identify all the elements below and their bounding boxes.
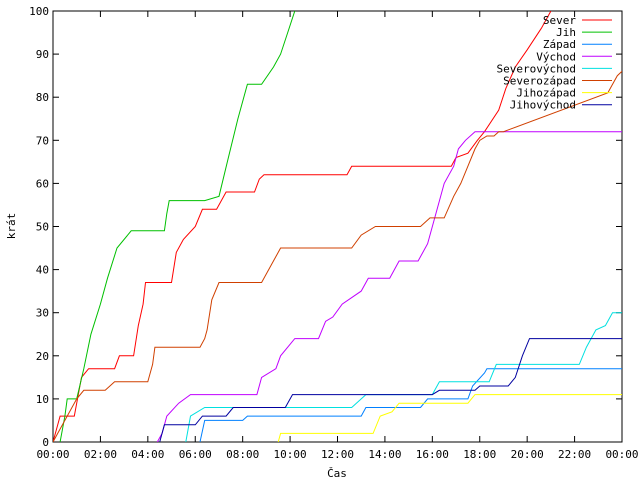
x-axis: 00:00 02:00 04:00 06:00 08:00 10:00 12:00 14:00… xyxy=(36,11,639,461)
x-tick-label: 04:00 xyxy=(131,448,164,461)
x-tick-label: 14:00 xyxy=(368,448,401,461)
y-axis-title: krát xyxy=(5,213,18,240)
x-tick-label: 00:00 xyxy=(36,448,69,461)
series-line-6 xyxy=(53,70,622,442)
series-line-7 xyxy=(277,394,622,442)
legend-label: Severovýchod xyxy=(497,62,576,75)
series-line-5 xyxy=(185,312,622,442)
y-tick-label: 100 xyxy=(29,5,49,18)
series-lines xyxy=(53,11,622,442)
x-tick-label: 16:00 xyxy=(416,448,449,461)
y-tick-label: 30 xyxy=(36,307,49,320)
y-axis: 0 10 20 30 40 50 60 70 80 90 100 xyxy=(29,5,622,449)
legend-label: Východ xyxy=(536,50,576,63)
y-tick-label: 40 xyxy=(36,264,49,277)
legend-label: Jih xyxy=(556,26,576,39)
x-axis-title: Čas xyxy=(327,467,347,480)
series-line-2 xyxy=(59,11,296,442)
y-tick-label: 0 xyxy=(42,436,49,449)
legend-label: Severozápad xyxy=(503,75,576,88)
x-tick-label: 02:00 xyxy=(84,448,117,461)
y-tick-label: 60 xyxy=(36,177,49,190)
series-line-1 xyxy=(53,11,552,442)
x-tick-label: 18:00 xyxy=(463,448,496,461)
x-tick-label: 10:00 xyxy=(274,448,307,461)
legend-label: Sever xyxy=(543,14,576,27)
x-tick-label: 08:00 xyxy=(226,448,259,461)
legend-label: Jihozápad xyxy=(516,87,576,100)
y-tick-label: 50 xyxy=(36,221,49,234)
y-tick-label: 10 xyxy=(36,393,49,406)
x-tick-label: 22:00 xyxy=(558,448,591,461)
x-tick-label: 20:00 xyxy=(511,448,544,461)
legend-label: Jihovýchod xyxy=(510,99,576,112)
x-tick-label: 12:00 xyxy=(321,448,354,461)
x-tick-label: 06:00 xyxy=(179,448,212,461)
x-tick-label: 00:00 xyxy=(605,448,638,461)
series-line-8 xyxy=(159,338,622,442)
legend: SeverJihZápadVýchodSeverovýchodSeverozáp… xyxy=(497,14,612,112)
y-tick-label: 90 xyxy=(36,48,49,61)
y-tick-label: 70 xyxy=(36,134,49,147)
y-tick-label: 80 xyxy=(36,91,49,104)
series-line-3 xyxy=(199,368,622,442)
legend-label: Západ xyxy=(543,38,576,51)
series-line-4 xyxy=(156,131,622,442)
y-tick-label: 20 xyxy=(36,350,49,363)
